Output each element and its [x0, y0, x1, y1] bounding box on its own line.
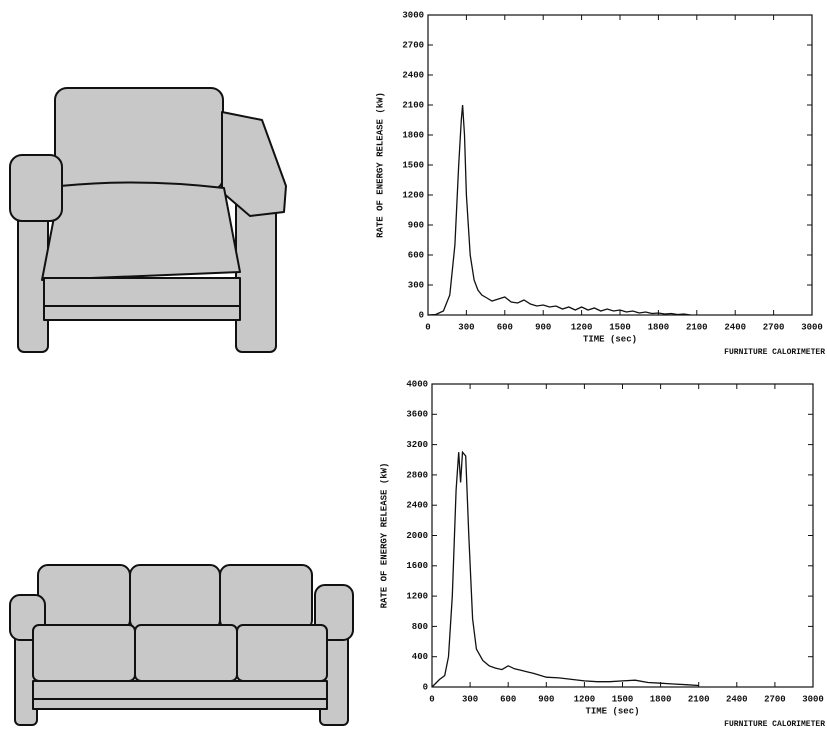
y-tick-label: 2100 [402, 100, 424, 110]
x-tick-label: 3000 [802, 694, 824, 704]
y-tick-label: 4000 [406, 379, 428, 389]
y-tick-label: 3000 [402, 10, 424, 20]
y-tick-label: 2400 [406, 501, 428, 511]
x-tick-label: 2100 [688, 694, 710, 704]
y-axis-label: RATE OF ENERGY RELEASE (kW) [375, 92, 385, 238]
x-tick-label: 0 [425, 322, 430, 332]
sofa-illustration [9, 564, 354, 726]
data-line [427, 104, 691, 316]
chart-note: FURNITURE CALORIMETER [724, 720, 825, 729]
x-tick-label: 0 [429, 694, 434, 704]
x-tick-label: 1200 [574, 694, 596, 704]
x-tick-label: 2700 [763, 322, 785, 332]
y-tick-label: 3200 [406, 440, 428, 450]
plot-frame [431, 383, 814, 688]
chart-note: FURNITURE CALORIMETER [724, 348, 825, 357]
y-tick-label: 1200 [406, 591, 428, 601]
y-axis-label: RATE OF ENERGY RELEASE (kW) [379, 463, 389, 609]
x-tick-label: 1500 [609, 322, 631, 332]
y-tick-label: 600 [408, 250, 424, 260]
x-axis-label: TIME (sec) [583, 334, 637, 344]
x-tick-label: 600 [500, 694, 516, 704]
x-tick-label: 600 [497, 322, 513, 332]
y-tick-label: 1800 [402, 130, 424, 140]
y-tick-label: 2700 [402, 40, 424, 50]
data-line [431, 450, 699, 688]
x-tick-label: 900 [538, 694, 554, 704]
y-tick-label: 1600 [406, 561, 428, 571]
x-tick-label: 1800 [648, 322, 670, 332]
y-tick-label: 3600 [406, 410, 428, 420]
x-tick-label: 2700 [764, 694, 786, 704]
x-tick-label: 1200 [571, 322, 593, 332]
x-tick-label: 300 [458, 322, 474, 332]
x-tick-label: 3000 [801, 322, 823, 332]
y-tick-label: 0 [419, 310, 424, 320]
plot-frame [427, 14, 813, 316]
x-tick-label: 1500 [612, 694, 634, 704]
y-tick-label: 800 [412, 622, 428, 632]
y-tick-label: 0 [423, 682, 428, 692]
y-tick-label: 300 [408, 280, 424, 290]
y-tick-label: 900 [408, 220, 424, 230]
x-tick-label: 2100 [686, 322, 708, 332]
x-axis-label: TIME (sec) [585, 706, 639, 716]
x-tick-label: 300 [462, 694, 478, 704]
y-tick-label: 1200 [402, 190, 424, 200]
y-tick-label: 2400 [402, 70, 424, 80]
x-tick-label: 2400 [726, 694, 748, 704]
x-tick-label: 1800 [650, 694, 672, 704]
x-tick-label: 2400 [724, 322, 746, 332]
y-tick-label: 2800 [406, 470, 428, 480]
y-tick-label: 2000 [406, 531, 428, 541]
y-tick-label: 1500 [402, 160, 424, 170]
y-tick-label: 400 [412, 652, 428, 662]
x-tick-label: 900 [535, 322, 551, 332]
armchair-illustration [9, 87, 287, 353]
